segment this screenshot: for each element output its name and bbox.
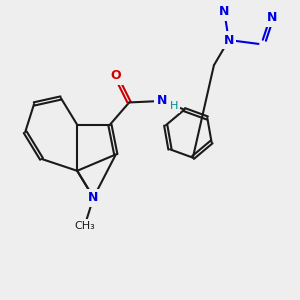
Text: N: N	[267, 11, 277, 24]
Text: CH₃: CH₃	[74, 221, 95, 231]
Text: N: N	[157, 94, 167, 107]
Text: N: N	[88, 191, 99, 204]
Text: N: N	[219, 5, 230, 18]
Text: O: O	[110, 69, 121, 82]
Text: H: H	[170, 101, 178, 111]
Text: N: N	[224, 34, 234, 46]
